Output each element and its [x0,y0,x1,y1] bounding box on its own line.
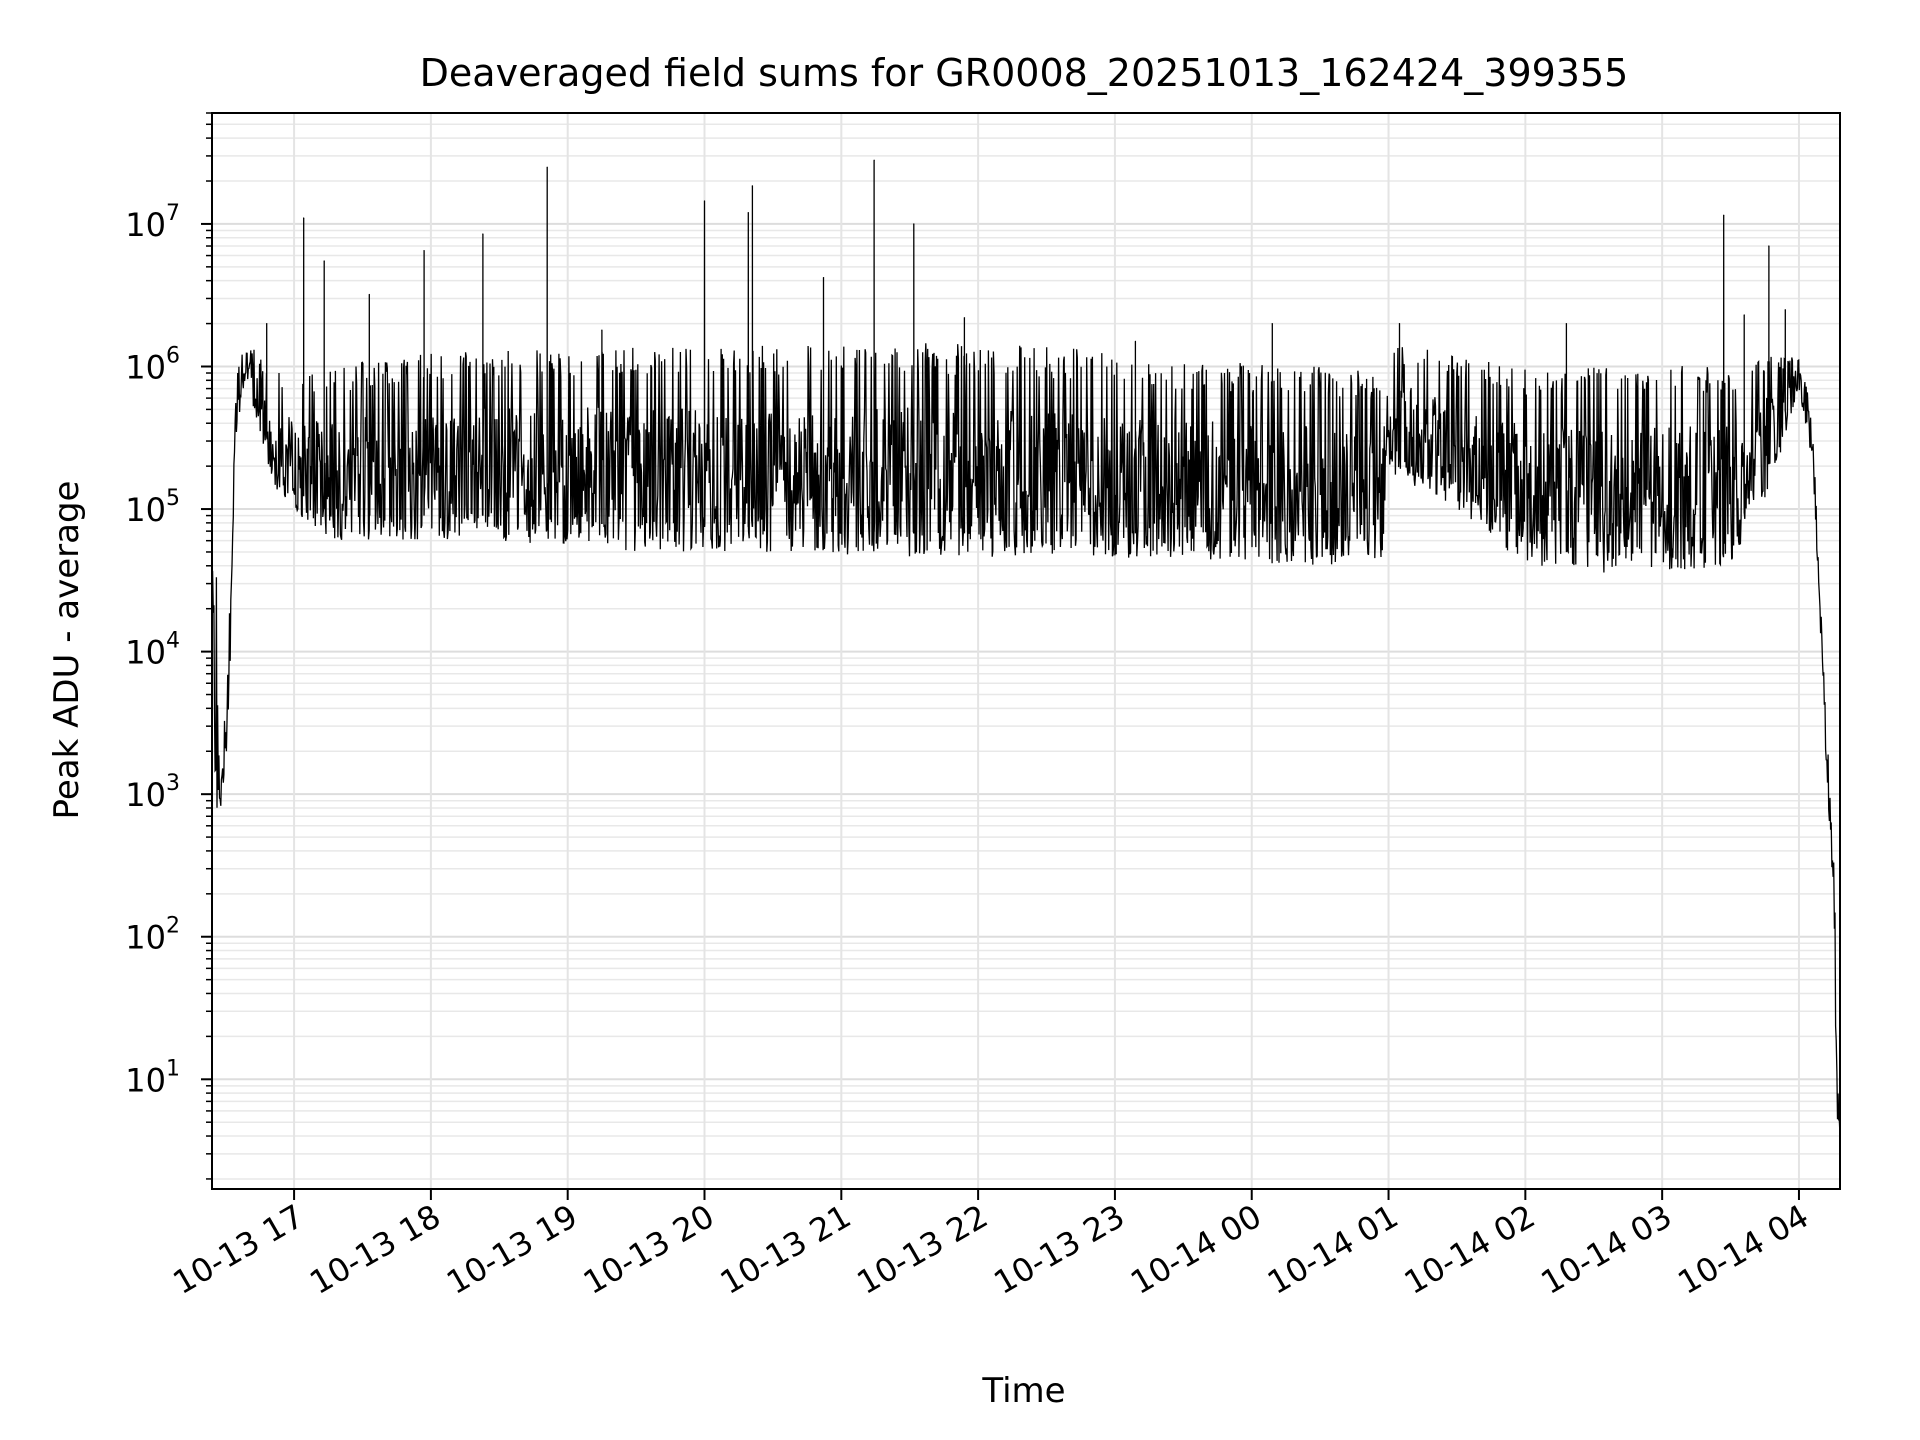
spike-peak-point [1271,322,1273,325]
axis-ticks [201,112,1800,1200]
spike-peak-point [963,317,966,319]
y-tick-label: 102 [125,914,180,957]
spike-peak-point [546,166,548,168]
y-tick-base: 10 [125,776,166,814]
spike-peak-point [913,223,915,225]
spike-peak-point [1134,340,1137,342]
chart-title: Deaveraged field sums for GR0008_2025101… [420,51,1629,95]
spike-peak-point [323,260,325,262]
spike-peak-point [482,233,484,235]
spike-peak-point [1398,322,1401,325]
spike-peak-point [1565,322,1567,325]
series-line [211,160,1841,1137]
data-series [211,159,1841,1137]
y-tick-label: 101 [125,1056,180,1099]
spike-peak-point [822,277,825,279]
y-tick-exponent: 1 [166,1056,180,1081]
spike-peak-point [747,212,749,214]
y-tick-exponent: 5 [166,486,180,511]
x-axis-label: Time [981,1371,1065,1411]
y-tick-label: 105 [125,486,180,529]
spike-peak-point [601,329,603,331]
y-tick-label: 104 [125,629,180,672]
spike-peak-point [423,250,425,252]
spike-peak-point [1784,309,1786,311]
y-tick-base: 10 [125,206,166,244]
y-tick-exponent: 4 [166,629,180,654]
spike-peak-point [266,322,268,325]
y-tick-base: 10 [125,919,166,957]
spike-peak-point [1743,314,1745,316]
y-tick-label: 103 [125,771,180,814]
spike-peak-point [873,159,875,161]
y-tick-base: 10 [125,1061,166,1099]
y-tick-base: 10 [125,348,166,386]
spike-peak-point [303,217,305,219]
y-tick-exponent: 3 [166,771,180,796]
spike-peak-point [703,200,706,202]
y-tick-exponent: 2 [166,914,180,939]
y-tick-exponent: 6 [166,343,180,368]
spike-peak-point [1723,214,1725,216]
y-tick-label: 107 [125,201,180,244]
y-tick-exponent: 7 [166,201,180,226]
y-tick-base: 10 [125,634,166,672]
spike-peak-point [751,185,753,187]
spike-peak-point [368,293,370,296]
y-axis-label: Peak ADU - average [47,481,87,820]
y-tick-label: 106 [125,343,180,386]
y-tick-base: 10 [125,491,166,529]
spike-peak-point [1768,245,1770,247]
